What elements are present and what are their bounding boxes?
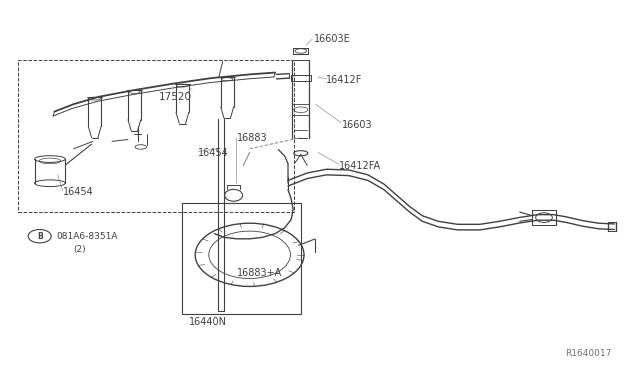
Text: 16603: 16603 xyxy=(342,120,373,129)
Bar xyxy=(182,203,301,314)
Text: 16883: 16883 xyxy=(237,133,268,142)
Text: 16454: 16454 xyxy=(198,148,229,157)
Text: 16412FA: 16412FA xyxy=(339,161,381,170)
Text: 17520: 17520 xyxy=(159,92,192,102)
Text: 16454: 16454 xyxy=(63,187,93,196)
Text: 16412F: 16412F xyxy=(326,75,363,85)
Text: (2): (2) xyxy=(74,245,86,254)
Bar xyxy=(291,75,311,81)
Bar xyxy=(18,60,294,212)
Text: 081A6-8351A: 081A6-8351A xyxy=(56,232,118,241)
Text: R1640017: R1640017 xyxy=(565,349,611,358)
Text: 16883+A: 16883+A xyxy=(237,269,282,278)
Text: 16603E: 16603E xyxy=(314,34,350,44)
Text: 16440N: 16440N xyxy=(189,317,227,327)
Text: B: B xyxy=(37,232,42,241)
